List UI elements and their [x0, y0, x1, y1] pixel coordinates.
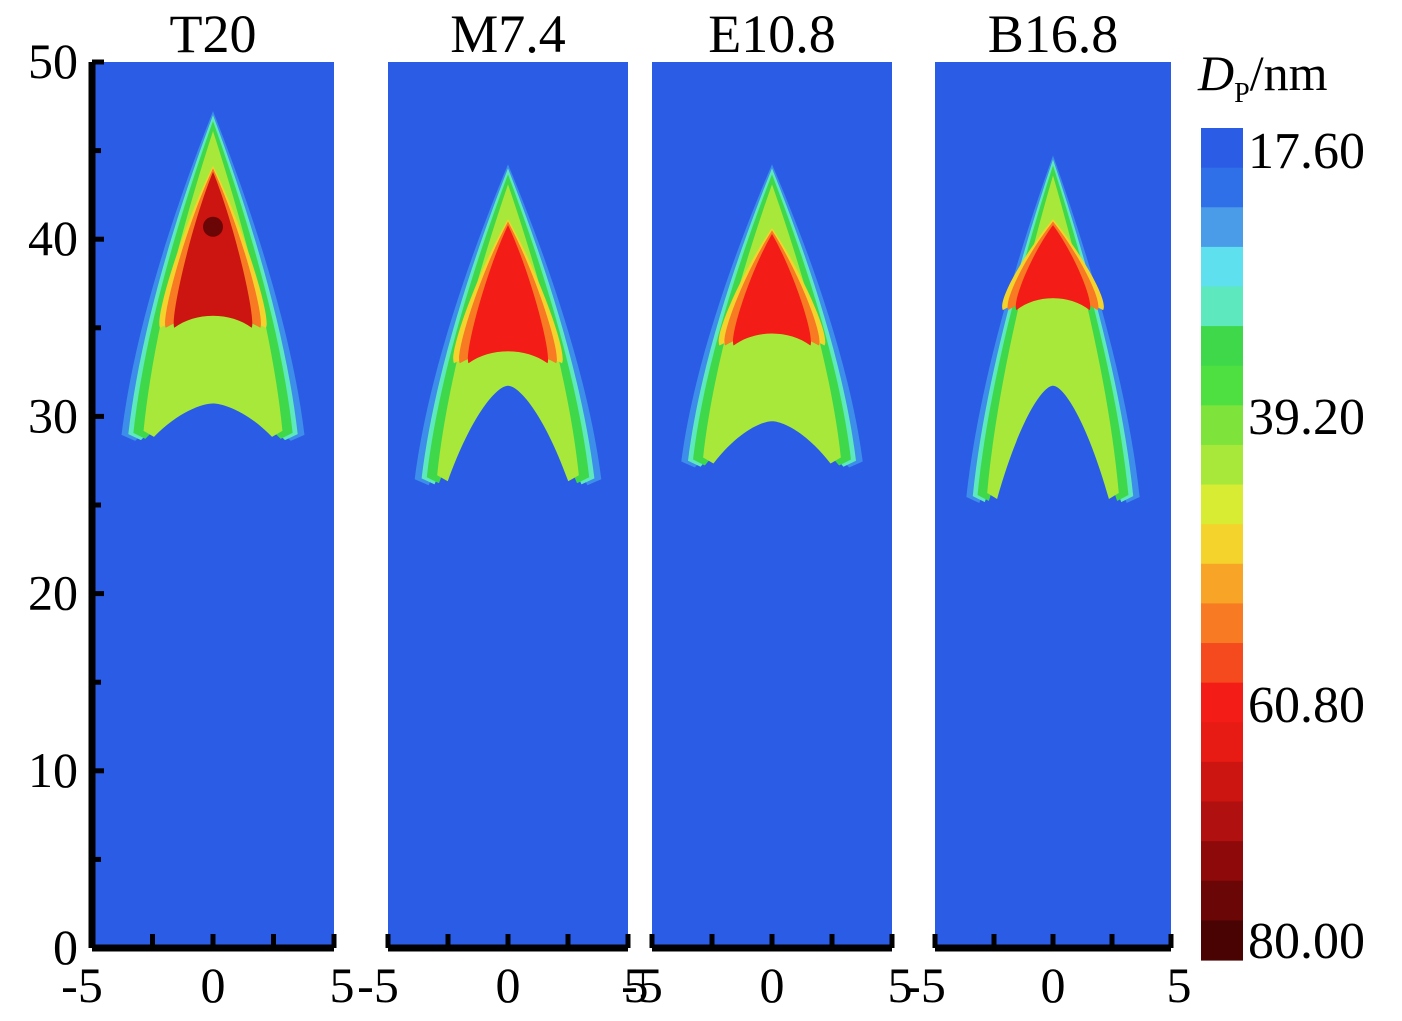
colorbar-segment	[1201, 801, 1243, 842]
core-red	[467, 225, 549, 364]
panel-title: B16.8	[988, 4, 1119, 64]
colorbar-tick-label: 60.80	[1248, 677, 1365, 734]
y-tick-label: 30	[28, 387, 78, 443]
panel-3	[652, 62, 892, 948]
colorbar-title: DP/nm	[1197, 45, 1328, 109]
x-tick-label: 0	[496, 957, 521, 1013]
plume	[414, 164, 602, 486]
colorbar-tick-label: 39.20	[1248, 389, 1365, 446]
heatmap-panels	[92, 62, 1171, 948]
colorbar-segment	[1201, 444, 1243, 486]
y-tick-label: 20	[28, 565, 78, 621]
core-red	[173, 171, 253, 328]
y-tick-label: 50	[28, 33, 78, 89]
core-peak-secondary	[201, 254, 225, 267]
colorbar-segment	[1201, 603, 1243, 644]
colorbar-segment	[1201, 246, 1243, 288]
colorbar-segment	[1201, 682, 1243, 723]
colorbar-segment	[1201, 207, 1243, 248]
y-tick-label: 40	[28, 210, 78, 266]
colorbar-segment	[1201, 643, 1243, 684]
panel-title: T20	[170, 4, 257, 64]
colorbar-tick-label: 17.60	[1248, 123, 1365, 180]
plume	[121, 111, 305, 441]
colorbar-segment	[1201, 286, 1243, 327]
colorbar-segment	[1201, 128, 1243, 169]
x-tick-label: -5	[621, 957, 663, 1013]
y-tick-label: 0	[53, 919, 78, 975]
colorbar-segment	[1201, 365, 1243, 406]
colorbar-segment	[1201, 167, 1243, 208]
x-tick-label: 5	[888, 957, 913, 1013]
x-tick-label: 5	[330, 957, 355, 1013]
y-tick-label: 10	[28, 742, 78, 798]
x-axis-panel-1: -5 0 5	[61, 934, 355, 1013]
plume-yellowgreen	[987, 175, 1119, 499]
panel-titles: T20 M7.4 E10.8 B16.8	[170, 4, 1119, 64]
colorbar-tick-label: 80.00	[1248, 913, 1365, 970]
colorbar-segment	[1201, 841, 1243, 882]
colorbar-segment	[1201, 405, 1243, 446]
panel-1	[92, 62, 334, 948]
x-tick-label: 0	[1041, 957, 1066, 1013]
x-tick-label: -5	[357, 957, 399, 1013]
core-red	[1015, 225, 1091, 311]
colorbar-segment	[1201, 761, 1243, 803]
panel-title: E10.8	[708, 4, 836, 64]
panel-title: M7.4	[450, 4, 566, 64]
x-axis-panel-3: -5 0 5	[621, 934, 913, 1013]
colorbar-segment	[1201, 563, 1243, 605]
x-tick-label: -5	[61, 957, 103, 1013]
x-tick-label: 5	[624, 957, 649, 1013]
x-axes: -5 0 5 -5 0 5-5 0 5-5 0 5	[61, 934, 1192, 1013]
colorbar-segment	[1201, 326, 1243, 367]
plume	[966, 155, 1140, 503]
colorbar-segment	[1201, 880, 1243, 921]
panel-2	[388, 62, 628, 948]
x-tick-label: 0	[760, 957, 785, 1013]
colorbar-segment	[1201, 484, 1243, 525]
colorbar: 17.60 39.20 60.80 80.00 DP/nm	[1197, 45, 1365, 970]
x-tick-label: 0	[201, 957, 226, 1013]
x-axis-panel-2: -5 0 5	[357, 934, 649, 1013]
plume	[681, 164, 863, 468]
colorbar-segment	[1201, 722, 1243, 763]
x-tick-label: 5	[1167, 957, 1192, 1013]
colorbar-segment	[1201, 920, 1243, 961]
colorbar-segment	[1201, 524, 1243, 565]
core-red	[733, 233, 811, 346]
y-axis: 0 10 20 30 40 50	[28, 33, 104, 975]
core-peak	[203, 216, 223, 237]
x-tick-label: -5	[904, 957, 946, 1013]
x-axis-panel-4: -5 0 5	[904, 934, 1192, 1013]
panel-4	[935, 62, 1171, 948]
